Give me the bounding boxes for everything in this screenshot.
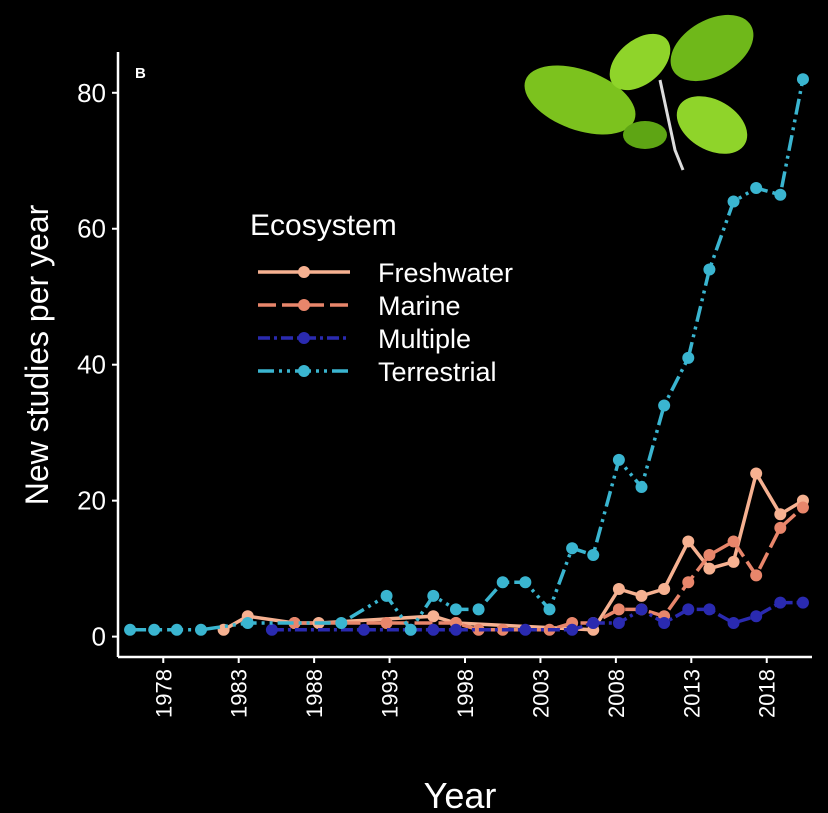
- x-tick-label: 1983: [227, 669, 252, 718]
- data-point: [427, 589, 440, 602]
- data-point: [472, 603, 485, 616]
- data-point: [727, 535, 740, 548]
- x-tick-label: 1978: [151, 669, 176, 718]
- x-tick-label: 1998: [453, 669, 478, 718]
- data-point: [635, 603, 648, 616]
- legend-marker: [298, 332, 310, 344]
- data-point: [357, 623, 370, 636]
- data-point: [774, 508, 787, 521]
- data-point: [658, 399, 671, 412]
- data-point: [796, 596, 809, 609]
- data-point: [727, 555, 740, 568]
- data-point: [543, 603, 556, 616]
- legend-label: Freshwater: [378, 258, 513, 288]
- data-point: [750, 181, 763, 194]
- data-point: [612, 583, 625, 596]
- data-point: [796, 73, 809, 86]
- data-point: [288, 617, 301, 630]
- data-point: [727, 195, 740, 208]
- data-point: [703, 562, 716, 575]
- data-point: [335, 617, 348, 630]
- data-point: [265, 623, 278, 636]
- data-point: [727, 617, 740, 630]
- legend-marker: [298, 266, 310, 278]
- x-tick-label: 2013: [679, 669, 704, 718]
- leaf-illustration: [524, 14, 754, 171]
- x-axis-title: Year: [424, 775, 497, 813]
- data-point: [194, 623, 207, 636]
- data-point: [658, 617, 671, 630]
- data-point: [750, 467, 763, 480]
- x-tick-label: 2008: [604, 669, 629, 718]
- legend-title: Ecosystem: [250, 209, 397, 242]
- data-point: [635, 589, 648, 602]
- data-point: [496, 576, 509, 589]
- data-point: [124, 623, 137, 636]
- data-point: [148, 623, 161, 636]
- data-point: [566, 542, 579, 555]
- data-point: [380, 589, 393, 602]
- data-point: [380, 617, 393, 630]
- data-point: [703, 603, 716, 616]
- data-point: [774, 188, 787, 201]
- data-point: [519, 576, 532, 589]
- data-point: [612, 453, 625, 466]
- data-point: [612, 603, 625, 616]
- data-point: [427, 623, 440, 636]
- y-tick-label: 20: [77, 486, 106, 516]
- x-tick-label: 1993: [378, 669, 403, 718]
- y-axis-title: New studies per year: [19, 204, 55, 505]
- x-tick-label: 2018: [755, 669, 780, 718]
- legend-label: Marine: [378, 291, 461, 321]
- data-point: [796, 501, 809, 514]
- data-point: [682, 576, 695, 589]
- data-point: [427, 610, 440, 623]
- data-point: [449, 623, 462, 636]
- y-tick-label: 0: [92, 622, 106, 652]
- data-point: [774, 596, 787, 609]
- data-point: [774, 521, 787, 534]
- panel-label: B: [135, 65, 146, 82]
- y-tick-label: 60: [77, 214, 106, 244]
- data-point: [703, 263, 716, 276]
- data-point: [682, 535, 695, 548]
- legend-label: Terrestrial: [378, 357, 497, 387]
- data-point: [404, 623, 417, 636]
- legend-label: Multiple: [378, 324, 471, 354]
- data-point: [170, 623, 183, 636]
- data-point: [658, 583, 671, 596]
- x-tick-label: 2003: [528, 669, 553, 718]
- data-point: [703, 549, 716, 562]
- data-point: [472, 623, 485, 636]
- data-point: [635, 481, 648, 494]
- data-point: [750, 610, 763, 623]
- data-point: [612, 617, 625, 630]
- data-point: [587, 549, 600, 562]
- series-line: [130, 78, 805, 633]
- data-point: [682, 603, 695, 616]
- legend-marker: [298, 365, 310, 377]
- data-point: [587, 617, 600, 630]
- data-point: [449, 603, 462, 616]
- data-point: [750, 569, 763, 582]
- data-point: [566, 623, 579, 636]
- x-tick-label: 1988: [302, 669, 327, 718]
- data-point: [241, 617, 254, 630]
- y-tick-label: 40: [77, 350, 106, 380]
- legend-marker: [298, 299, 310, 311]
- data-point: [519, 623, 532, 636]
- data-point: [682, 351, 695, 364]
- y-tick-label: 80: [77, 78, 106, 108]
